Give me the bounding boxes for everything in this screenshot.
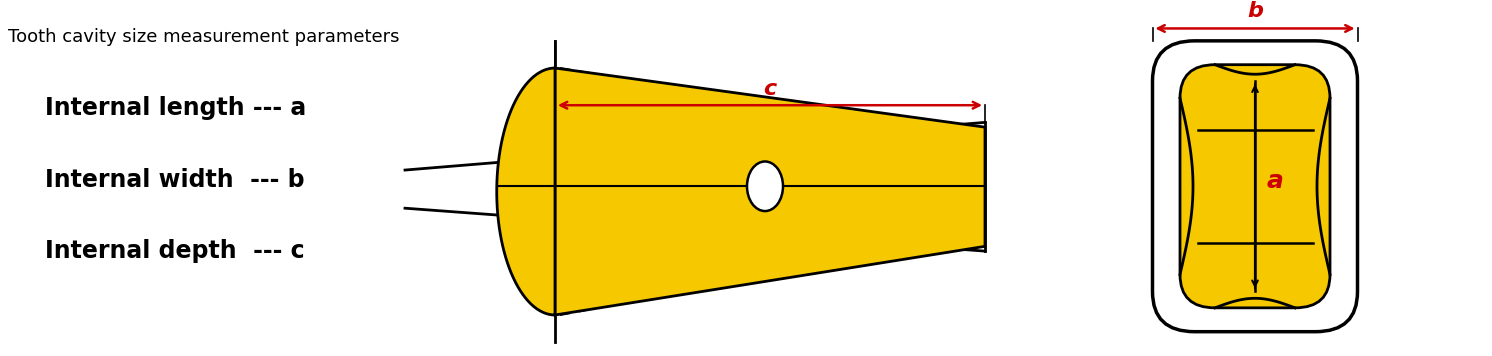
- FancyBboxPatch shape: [1180, 65, 1329, 308]
- Text: c: c: [764, 79, 777, 99]
- Text: Tooth cavity size measurement parameters: Tooth cavity size measurement parameters: [7, 28, 400, 46]
- FancyBboxPatch shape: [1152, 41, 1358, 332]
- Polygon shape: [555, 68, 985, 315]
- Ellipse shape: [747, 162, 783, 211]
- Text: Internal length --- a: Internal length --- a: [45, 96, 306, 120]
- Text: a: a: [1267, 169, 1285, 194]
- Text: b: b: [1247, 1, 1262, 21]
- Text: Internal depth  --- c: Internal depth --- c: [45, 239, 304, 263]
- Text: Internal width  --- b: Internal width --- b: [45, 168, 304, 192]
- Polygon shape: [497, 68, 555, 315]
